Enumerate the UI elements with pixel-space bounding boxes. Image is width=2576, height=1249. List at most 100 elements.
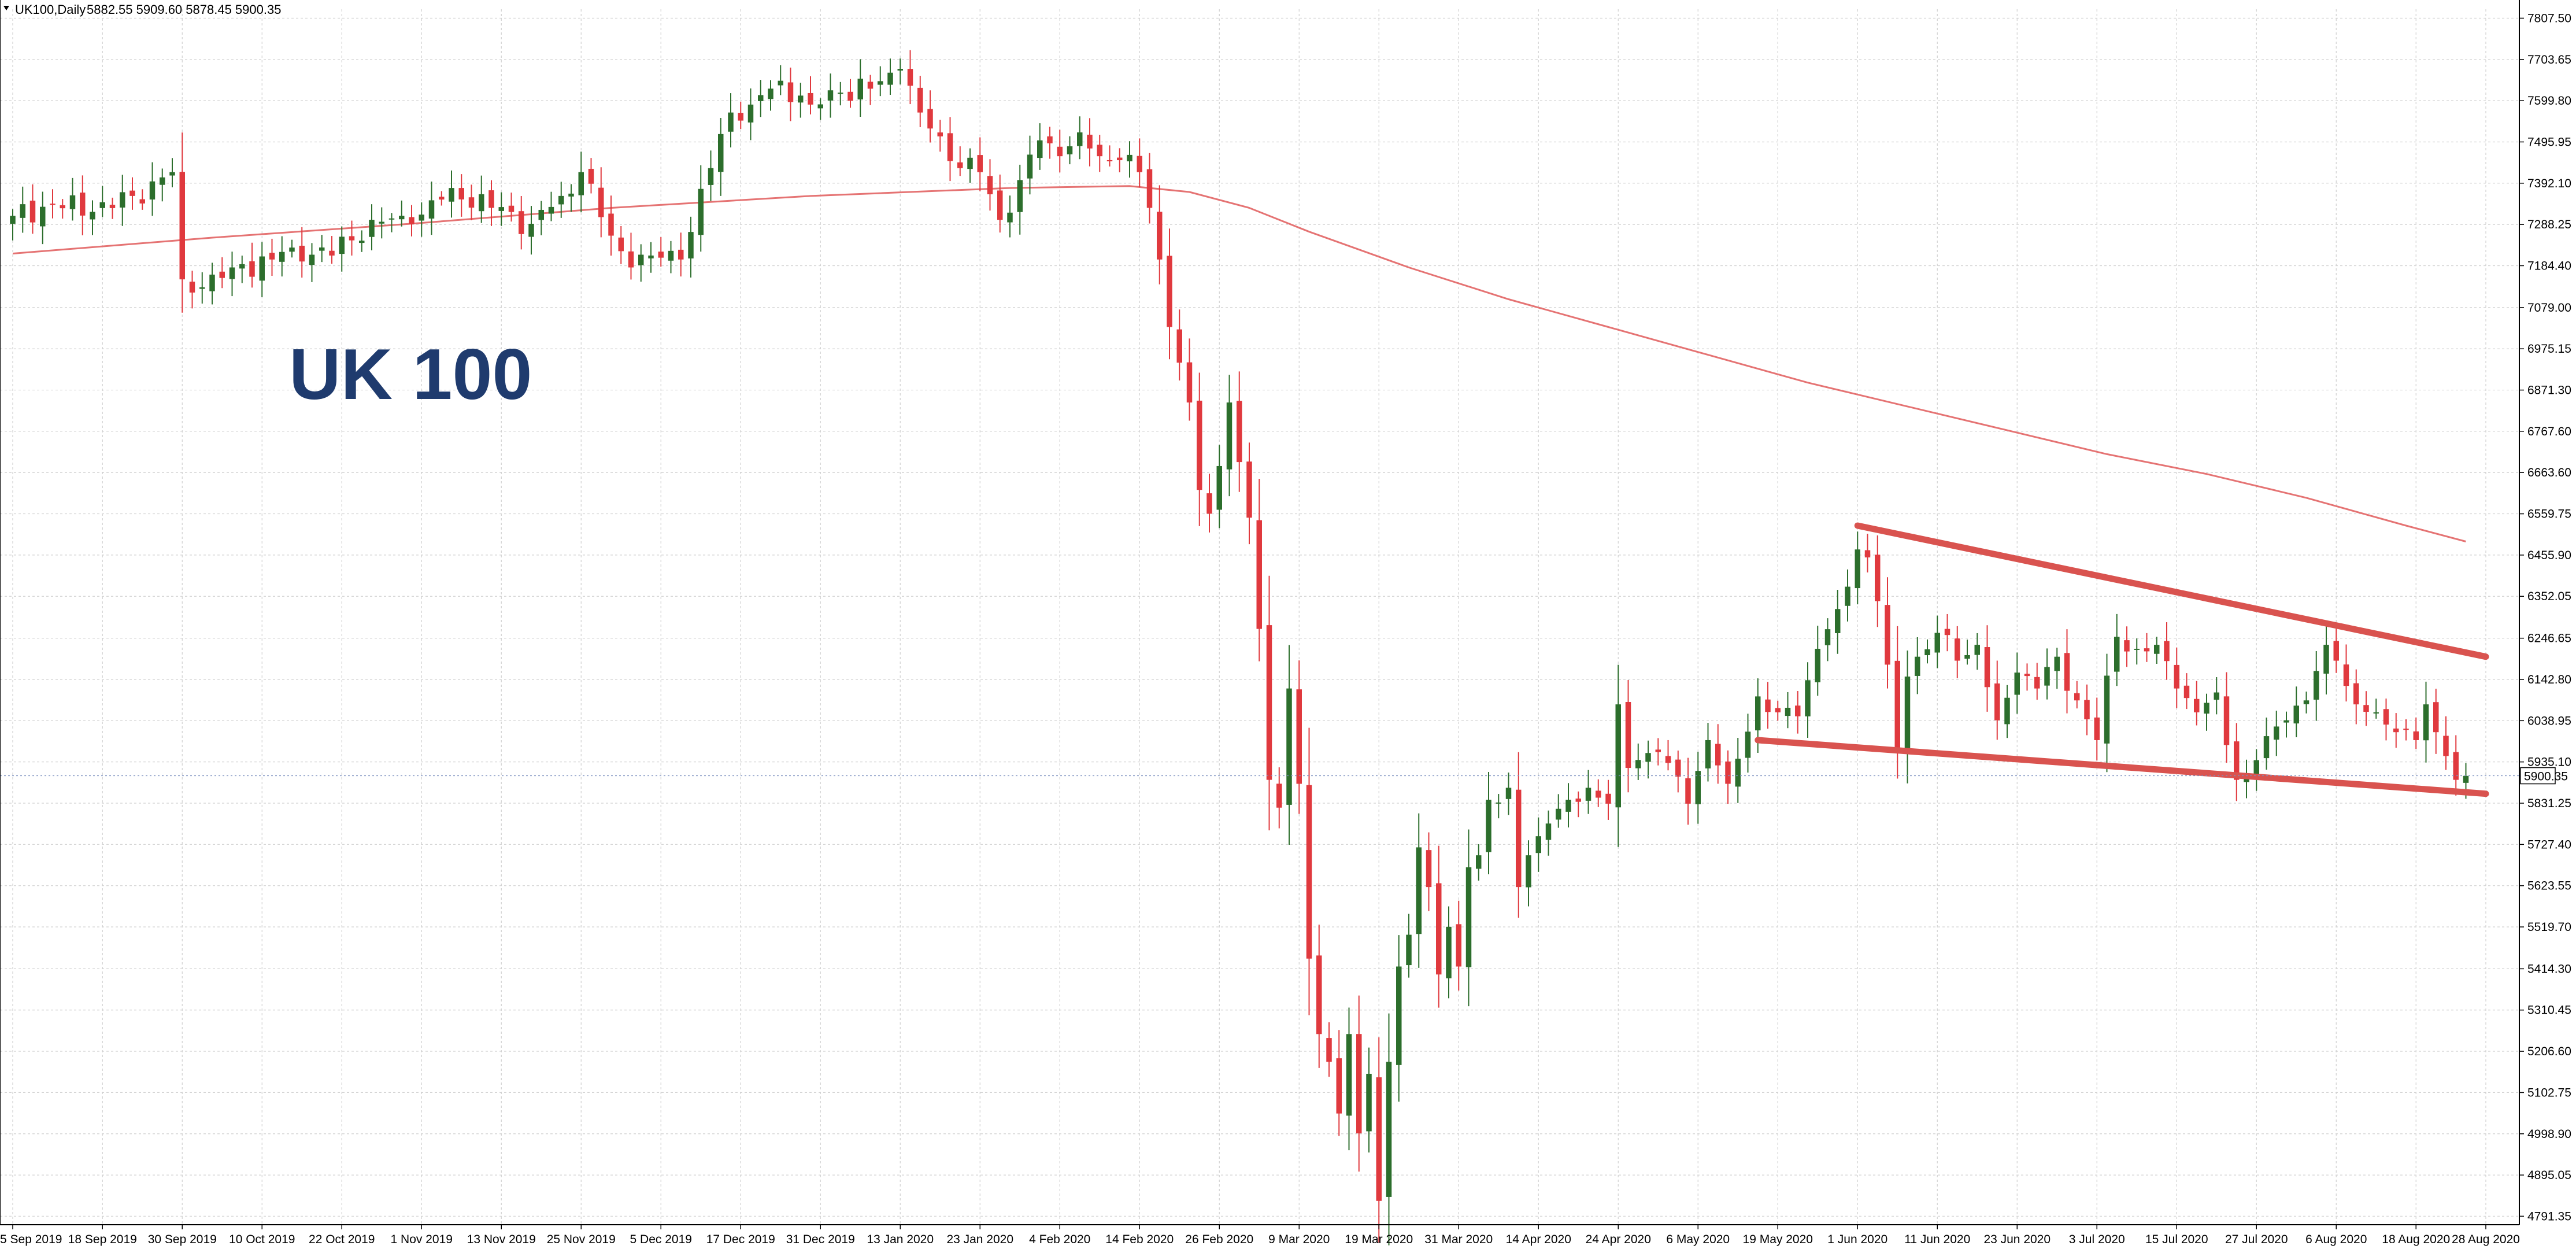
candle-body [1924,649,1930,656]
candle-body [1206,493,1212,514]
candle-body [2174,664,2179,689]
candle-body [1944,629,1950,635]
candle-body [648,255,654,258]
candle-body [2004,697,2010,725]
candle-bear [2223,672,2230,763]
candle-body [409,217,414,224]
candle-body [2263,736,2270,759]
candle-body [907,69,913,86]
candle-bull [399,200,405,227]
candle-body [1216,465,1222,510]
candle-bear [409,205,414,237]
candle-body [1585,788,1592,801]
candle-body [2253,760,2259,776]
candle-body [1705,740,1711,768]
candle-bear [2413,717,2419,749]
candle-body [1266,625,1272,780]
x-tick-label: 22 Oct 2019 [309,1233,375,1246]
candle-bull [209,263,215,305]
candle-bull [1565,783,1571,827]
candle-body [160,177,165,185]
candle-bull [1017,164,1023,235]
candle-body [1535,836,1541,853]
x-tick-label: 19 May 2020 [1743,1233,1813,1246]
candle-bull [379,207,384,239]
candle-body [758,95,764,101]
candle-bull [1705,723,1711,782]
candle-body [1955,638,1960,661]
candle-body [1964,655,1970,659]
x-tick-label: 19 Mar 2020 [1345,1233,1413,1246]
candle-bull [2044,648,2050,700]
candle-bull [857,59,863,117]
candle-bear [1765,682,1771,729]
ma-200-line [12,185,2466,542]
candle-bull [2423,681,2429,763]
candle-bull [1416,813,1422,968]
candle-bull [887,58,893,95]
candle-body [538,209,544,220]
candle-body [2144,648,2150,652]
candle-bear [2124,626,2130,667]
candle-bull [1077,116,1083,160]
candle-body [708,168,714,185]
candle-bear [957,146,963,176]
candle-bull [538,201,544,235]
candle-body [1725,761,1731,784]
candle-body [2124,640,2130,652]
y-tick-label: 6038.95 [2527,714,2571,727]
candle-bull [1924,639,1930,664]
candle-body [1017,180,1023,212]
candle-body [388,218,395,220]
x-tick-label: 23 Jun 2020 [1983,1233,2051,1246]
candle-body [558,195,564,205]
candle-bull [2214,677,2219,715]
candle-bull [967,148,973,183]
candle-body [2433,702,2439,733]
candle-bear [1296,660,1302,814]
candle-bull [449,170,454,218]
candle-bear [1306,727,1312,1015]
y-tick-label: 4791.35 [2527,1210,2571,1223]
candle-body [289,247,295,252]
candle-bear [1775,700,1781,721]
candle-body [2403,729,2409,730]
candle-bull [1476,844,1482,881]
candle-bull [1535,817,1541,872]
candle-bull [1465,829,1472,1007]
candle-bull [1615,664,1621,847]
candle-bear [1047,127,1053,159]
candle-body [1496,802,1501,804]
moving-average [12,185,2466,542]
candle-body [279,252,285,262]
candle-bear [2064,629,2070,714]
candle-bear [299,227,305,278]
candle-bull [1824,618,1831,662]
candle-body [219,271,225,278]
candle-bull [2314,651,2319,721]
candle-body [29,200,36,223]
collapse-triangle-icon[interactable] [3,6,9,10]
candle-body [1226,402,1233,470]
candle-body [718,134,724,172]
candle-bull [1845,569,1850,622]
candle-body [1785,707,1791,716]
y-tick-label: 7392.10 [2527,177,2571,190]
candle-bull [878,66,883,97]
candle-body [838,93,843,94]
candle-body [1296,689,1302,784]
candle-body [628,251,634,268]
candle-body [199,287,205,289]
candle-bull [1964,640,1970,665]
x-tick-label: 6 May 2020 [1666,1233,1730,1246]
candle-bear [1117,148,1123,172]
y-tick-label: 7288.25 [2527,218,2571,231]
x-tick-label: 14 Feb 2020 [1105,1233,1174,1246]
candle-body [369,220,375,237]
x-tick-label: 1 Jun 2020 [1827,1233,1887,1246]
candle-bear [1197,372,1202,526]
candle-bear [1864,534,1871,573]
candle-bull [2253,749,2259,791]
candle-bull [1785,692,1791,729]
candles [10,50,2469,1246]
